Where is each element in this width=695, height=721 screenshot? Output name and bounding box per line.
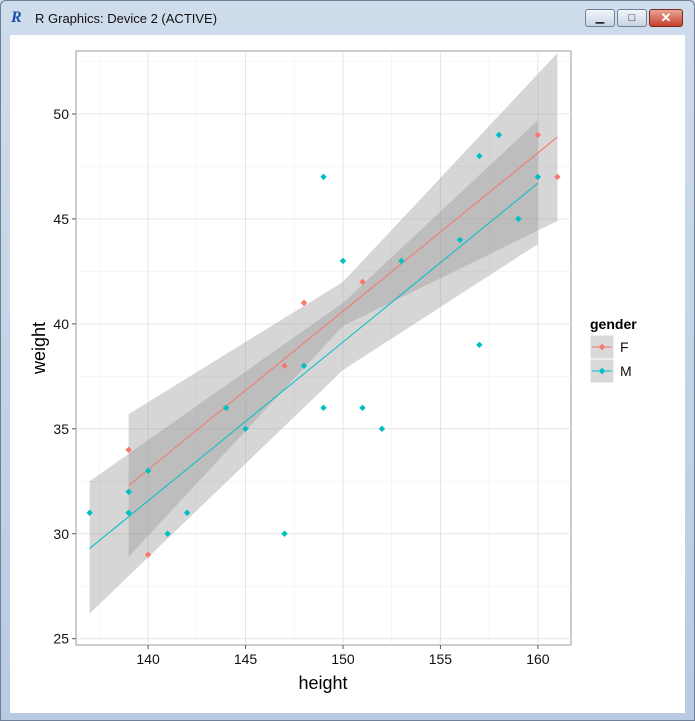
data-point-M [456, 236, 464, 244]
minimize-button[interactable]: ▁ [585, 9, 615, 27]
close-icon: ✕ [660, 10, 672, 25]
data-point-F [534, 131, 542, 139]
legend-label-M: M [620, 363, 632, 379]
x-tick-label: 150 [331, 651, 355, 667]
x-tick-label: 145 [234, 651, 258, 667]
data-point-F [144, 551, 152, 558]
data-point-F [554, 173, 561, 181]
data-point-M [476, 341, 483, 349]
maximize-icon: □ [628, 12, 636, 24]
y-axis-ticks: 25 30 35 40 45 50 [53, 106, 76, 647]
fit-line-F [128, 136, 558, 486]
x-tick-label: 160 [526, 651, 550, 667]
data-point-M [320, 173, 327, 181]
data-point-M [515, 215, 522, 223]
x-tick-label: 140 [136, 651, 160, 667]
fit-line-M [89, 182, 539, 549]
title-bar[interactable]: R R Graphics: Device 2 (ACTIVE) ▁ □ ✕ [1, 1, 694, 35]
window-title: R Graphics: Device 2 (ACTIVE) [35, 11, 218, 26]
y-tick-label: 45 [53, 211, 69, 227]
x-axis-label: height [298, 673, 347, 693]
scatter-chart: 140 145 150 155 160 25 30 35 40 45 50 height weig… [29, 50, 637, 693]
data-point-M [125, 488, 132, 495]
legend: gender FM [589, 316, 637, 384]
maximize-button[interactable]: □ [617, 9, 647, 27]
data-point-F [281, 362, 288, 370]
grid-lines [76, 51, 571, 645]
fit-lines [89, 136, 558, 549]
data-point-M [495, 131, 503, 139]
plot-area: 140 145 150 155 160 25 30 35 40 45 50 height weig… [10, 35, 685, 713]
data-point-M [476, 152, 483, 160]
data-point-M [222, 404, 230, 412]
data-point-M [242, 425, 249, 433]
data-point-M [339, 257, 347, 265]
data-point-M [144, 467, 152, 474]
y-tick-label: 35 [53, 421, 69, 437]
confidence-band-F [128, 53, 558, 557]
data-point-M [398, 257, 405, 265]
legend-key-point-M [598, 367, 606, 375]
data-point-M [359, 404, 366, 412]
legend-title: gender [590, 316, 637, 332]
legend-label-F: F [620, 339, 629, 355]
close-button[interactable]: ✕ [649, 9, 683, 27]
x-axis-ticks: 140 145 150 155 160 [136, 645, 550, 667]
r-app-icon: R [11, 9, 22, 26]
minimize-icon: ▁ [595, 12, 605, 24]
panel-background [75, 50, 572, 646]
y-tick-label: 25 [53, 631, 69, 647]
data-point-M [534, 173, 542, 181]
y-tick-label: 50 [53, 106, 69, 122]
y-tick-label: 40 [53, 316, 69, 332]
x-tick-label: 155 [429, 651, 453, 667]
legend-key-point-F [598, 343, 606, 351]
data-point-F [300, 299, 308, 307]
data-point-M [320, 404, 327, 412]
data-point-M [378, 425, 386, 433]
data-point-M [300, 362, 308, 370]
y-axis-label: weight [29, 322, 49, 375]
data-point-F [125, 446, 132, 453]
y-tick-label: 30 [53, 526, 69, 542]
